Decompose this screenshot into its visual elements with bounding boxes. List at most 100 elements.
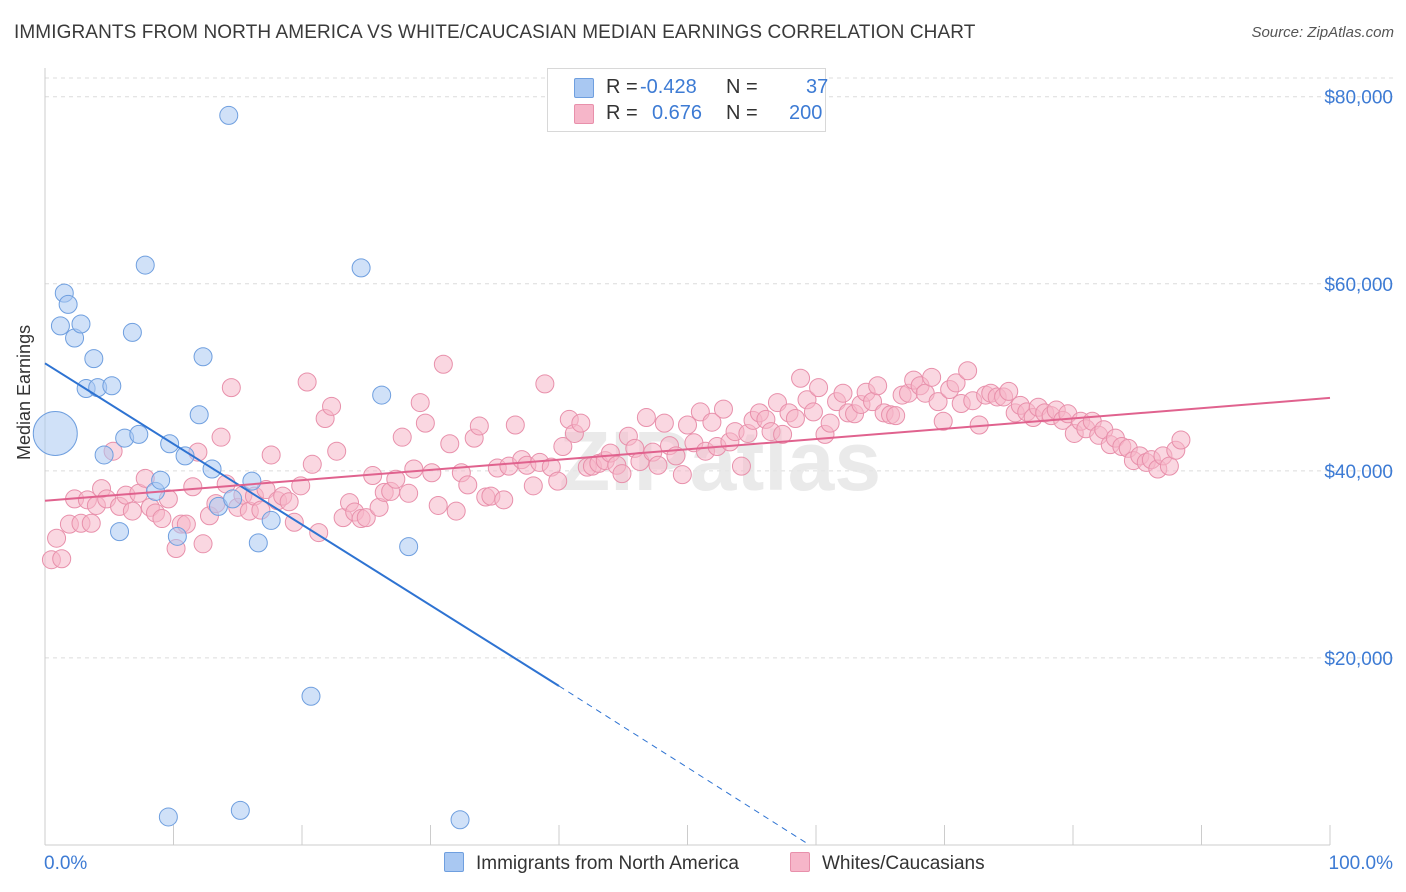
legend-n-label: N = bbox=[726, 76, 758, 98]
source-credit: Source: ZipAtlas.com bbox=[1251, 24, 1394, 41]
legend-n-value: 200 bbox=[789, 102, 823, 124]
data-point bbox=[773, 424, 793, 444]
data-point bbox=[279, 492, 299, 512]
data-point bbox=[230, 800, 250, 820]
data-point bbox=[211, 427, 231, 447]
data-point bbox=[242, 471, 262, 491]
y-tick-label: $20,000 bbox=[1324, 649, 1393, 670]
tick-labels: $20,000 $40,000 $60,000 $80,000 0.0% 100.0% bbox=[44, 88, 1393, 874]
bottom-legend-label-immigrants: Immigrants from North America bbox=[476, 853, 739, 874]
data-point bbox=[505, 415, 525, 435]
data-point bbox=[433, 354, 453, 374]
data-point bbox=[446, 501, 466, 521]
data-point bbox=[158, 807, 178, 827]
data-point bbox=[302, 454, 322, 474]
data-point bbox=[548, 471, 568, 491]
trend-line-immigrants bbox=[44, 362, 560, 687]
data-point bbox=[803, 402, 823, 422]
data-point bbox=[535, 374, 555, 394]
data-point bbox=[702, 412, 722, 432]
trend-lines bbox=[44, 362, 1331, 846]
data-point bbox=[386, 469, 406, 489]
data-point bbox=[553, 437, 573, 457]
data-point bbox=[392, 427, 412, 447]
data-point bbox=[122, 322, 142, 342]
data-point bbox=[129, 424, 149, 444]
data-point bbox=[713, 399, 733, 419]
legend-swatch-whites bbox=[574, 104, 594, 124]
data-point bbox=[410, 393, 430, 413]
data-point bbox=[71, 314, 91, 334]
data-point bbox=[731, 456, 751, 476]
legend-r-value: 0.676 bbox=[652, 102, 703, 124]
data-point bbox=[922, 367, 942, 387]
data-point bbox=[58, 294, 78, 314]
trend-line-immigrants-extension bbox=[558, 685, 810, 846]
x-tick-label: 0.0% bbox=[44, 853, 87, 874]
data-point bbox=[223, 489, 243, 509]
bottom-legend-whites: Whites/Caucasians bbox=[790, 852, 985, 876]
data-point bbox=[428, 495, 448, 515]
data-point bbox=[946, 373, 966, 393]
data-point bbox=[654, 413, 674, 433]
data-point bbox=[523, 476, 543, 496]
bottom-legend-swatch-immigrants bbox=[444, 852, 464, 872]
data-point bbox=[933, 411, 953, 431]
data-point bbox=[469, 416, 489, 436]
data-point bbox=[193, 534, 213, 554]
data-point bbox=[219, 105, 239, 125]
data-point bbox=[1171, 430, 1191, 450]
legend-r-label: R = bbox=[606, 102, 638, 124]
data-point bbox=[110, 522, 130, 542]
data-point bbox=[221, 378, 241, 398]
legend-r-value: -0.428 bbox=[640, 76, 697, 98]
data-point bbox=[301, 686, 321, 706]
data-point bbox=[84, 349, 104, 369]
data-point bbox=[672, 465, 692, 485]
data-point bbox=[297, 372, 317, 392]
data-point bbox=[791, 368, 811, 388]
data-point bbox=[820, 413, 840, 433]
correlation-legend: R = -0.428 N = 37 R = 0.676 N = 200 bbox=[547, 68, 829, 132]
data-point bbox=[415, 413, 435, 433]
data-point bbox=[868, 376, 888, 396]
data-point bbox=[458, 475, 478, 495]
data-point bbox=[322, 396, 342, 416]
data-point bbox=[32, 410, 78, 456]
data-point bbox=[1159, 456, 1179, 476]
data-point bbox=[122, 501, 142, 521]
bottom-legend-swatch-whites bbox=[790, 852, 810, 872]
data-point bbox=[399, 483, 419, 503]
bottom-legend-label-whites: Whites/Caucasians bbox=[822, 853, 985, 874]
y-tick-label: $80,000 bbox=[1324, 88, 1393, 109]
data-point bbox=[52, 549, 72, 569]
legend-n-label: N = bbox=[726, 102, 758, 124]
x-tick-label: 100.0% bbox=[1329, 853, 1394, 874]
legend-swatch-immigrants bbox=[574, 78, 594, 98]
y-tick-label: $40,000 bbox=[1324, 462, 1393, 483]
data-point bbox=[636, 408, 656, 428]
data-point bbox=[152, 509, 172, 529]
data-point bbox=[183, 477, 203, 497]
data-point bbox=[999, 381, 1019, 401]
legend-n-value: 37 bbox=[806, 76, 829, 98]
gridlines bbox=[45, 77, 1395, 659]
y-axis-label: Median Earnings bbox=[14, 324, 34, 460]
data-point bbox=[809, 378, 829, 398]
data-point bbox=[612, 464, 632, 484]
immigrants-points bbox=[32, 105, 470, 830]
data-point bbox=[958, 361, 978, 381]
data-point bbox=[494, 490, 514, 510]
data-point bbox=[256, 480, 276, 500]
data-point bbox=[678, 415, 697, 435]
legend-r-label: R = bbox=[606, 76, 638, 98]
data-point bbox=[135, 255, 155, 275]
data-point bbox=[193, 347, 213, 367]
data-point bbox=[928, 392, 948, 412]
data-point bbox=[261, 445, 281, 465]
data-point bbox=[167, 526, 187, 546]
data-point bbox=[94, 445, 114, 465]
data-point bbox=[886, 406, 906, 426]
data-point bbox=[327, 441, 347, 461]
